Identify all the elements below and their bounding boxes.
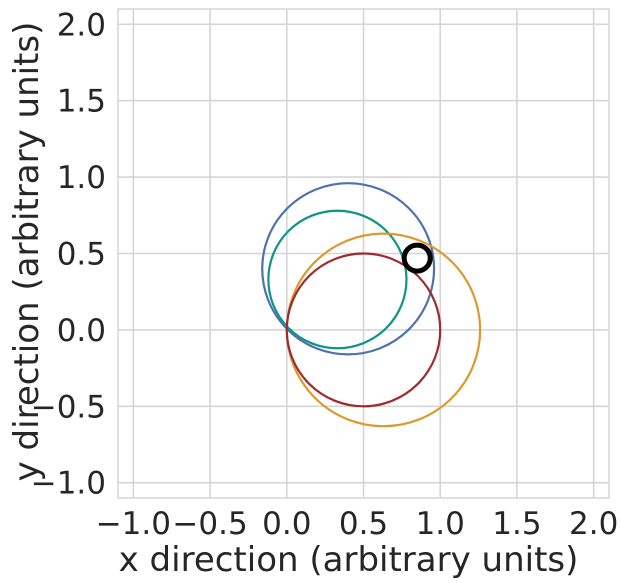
x-tick-label: 0.5 [339, 506, 388, 542]
x-tick-label: 1.5 [492, 506, 541, 542]
x-tick-label: 0.0 [262, 506, 311, 542]
circle-series [261, 182, 436, 356]
y-tick-label: 0.5 [57, 237, 106, 273]
circle-series [267, 209, 408, 350]
y-tick-label: 1.0 [57, 160, 106, 196]
circle-series [285, 252, 442, 408]
x-axis-label: x direction (arbitrary units) [119, 540, 579, 580]
x-tick-label: −0.5 [172, 506, 247, 542]
x-tick-label: −1.0 [96, 506, 171, 542]
y-tick-label: 2.0 [57, 7, 106, 43]
y-axis-label: y direction (arbitrary units) [7, 22, 47, 482]
y-tick-label: −1.0 [31, 466, 106, 502]
y-tick-label: 1.5 [57, 84, 106, 120]
series-group [261, 182, 482, 428]
x-tick-label: 2.0 [569, 506, 618, 542]
x-tick-labels: −1.0 −0.5 0.0 0.5 1.0 1.5 2.0 [96, 506, 619, 542]
x-tick-label: 1.0 [416, 506, 465, 542]
y-tick-labels: −1.0 −0.5 0.0 0.5 1.0 1.5 2.0 [31, 7, 106, 501]
marker-circle [401, 242, 433, 274]
y-tick-label: 0.0 [57, 313, 106, 349]
y-tick-label: −0.5 [31, 389, 106, 425]
